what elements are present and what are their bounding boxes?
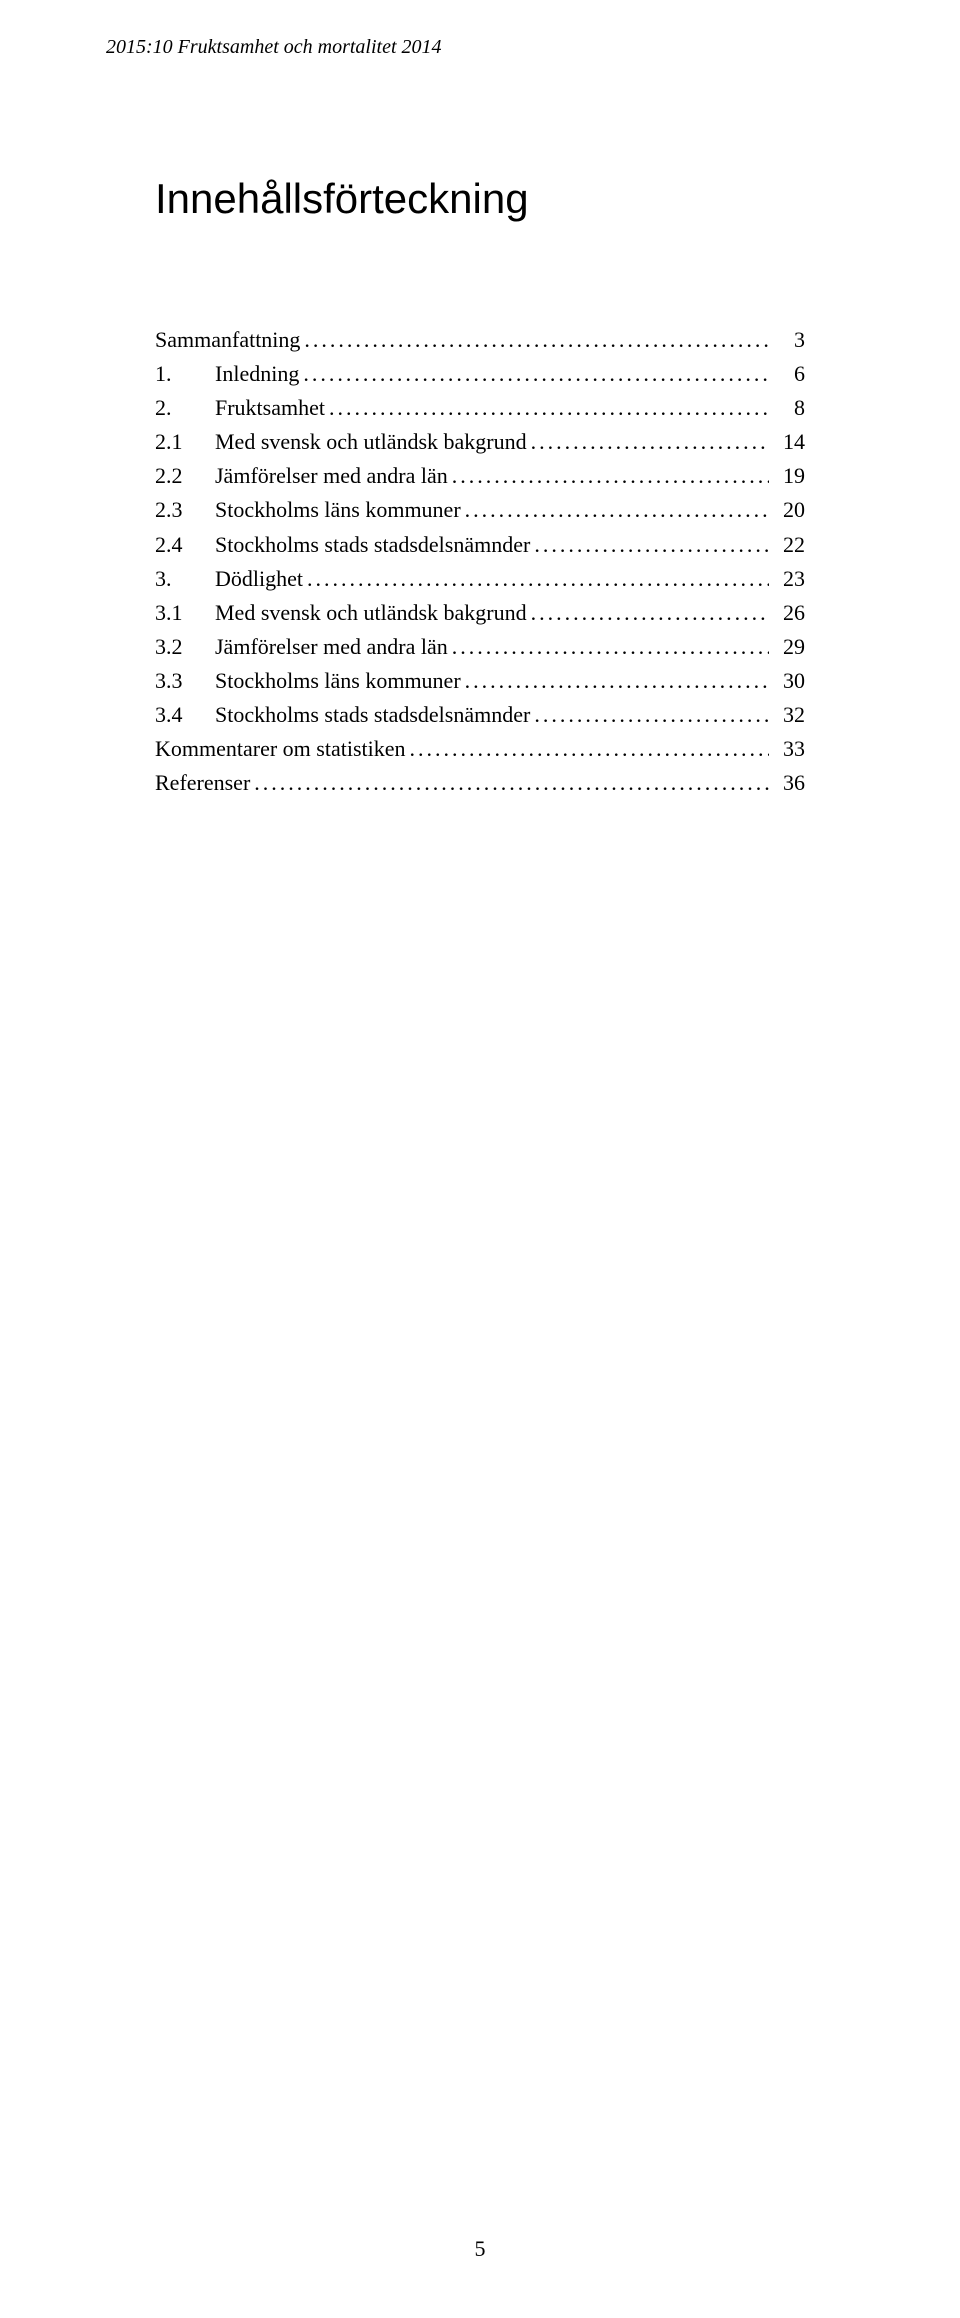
toc-entry-page: 29 xyxy=(769,630,805,664)
toc-entry-page: 8 xyxy=(769,391,805,425)
toc-leader-dots xyxy=(300,323,769,357)
toc-row: 3. Dödlighet 23 xyxy=(155,562,805,596)
toc-entry-page: 36 xyxy=(769,766,805,800)
toc-leader-dots xyxy=(527,596,769,630)
toc-entry-number: 2.1 xyxy=(155,425,215,459)
toc-entry-label: Med svensk och utländsk bakgrund xyxy=(215,596,527,630)
toc-entry-number: 3. xyxy=(155,562,215,596)
toc-leader-dots xyxy=(527,425,769,459)
toc-entry-label: Referenser xyxy=(155,766,250,800)
toc-entry-number: 2.3 xyxy=(155,493,215,527)
toc-row: 2. Fruktsamhet 8 xyxy=(155,391,805,425)
toc-row: 3.1 Med svensk och utländsk bakgrund 26 xyxy=(155,596,805,630)
toc-entry-page: 3 xyxy=(769,323,805,357)
toc-entry-label: Sammanfattning xyxy=(155,323,300,357)
toc-entry-page: 32 xyxy=(769,698,805,732)
toc-leader-dots xyxy=(530,698,769,732)
running-header: 2015:10 Fruktsamhet och mortalitet 2014 xyxy=(106,36,442,59)
toc-row: 2.3 Stockholms läns kommuner 20 xyxy=(155,493,805,527)
toc-entry-label: Jämförelser med andra län xyxy=(215,630,448,664)
toc-leader-dots xyxy=(448,630,769,664)
toc-entry-label: Kommentarer om statistiken xyxy=(155,732,406,766)
toc-leader-dots xyxy=(448,459,769,493)
toc-entry-page: 30 xyxy=(769,664,805,698)
content-area: Innehållsförteckning Sammanfattning 3 1.… xyxy=(155,175,805,800)
toc-entry-label: Stockholms läns kommuner xyxy=(215,493,461,527)
toc-row: 2.4 Stockholms stads stadsdelsnämnder 22 xyxy=(155,528,805,562)
toc-entry-page: 6 xyxy=(769,357,805,391)
toc-entry-page: 20 xyxy=(769,493,805,527)
toc-title: Innehållsförteckning xyxy=(155,175,805,223)
toc-row: 3.4 Stockholms stads stadsdelsnämnder 32 xyxy=(155,698,805,732)
toc-list: Sammanfattning 3 1. Inledning 6 2. Frukt… xyxy=(155,323,805,800)
toc-entry-number: 3.1 xyxy=(155,596,215,630)
toc-entry-page: 14 xyxy=(769,425,805,459)
toc-row: 2.1 Med svensk och utländsk bakgrund 14 xyxy=(155,425,805,459)
toc-leader-dots xyxy=(406,732,770,766)
toc-entry-label: Stockholms stads stadsdelsnämnder xyxy=(215,528,530,562)
toc-entry-label: Fruktsamhet xyxy=(215,391,325,425)
toc-entry-number: 2. xyxy=(155,391,215,425)
toc-leader-dots xyxy=(303,562,769,596)
toc-entry-number: 1. xyxy=(155,357,215,391)
toc-entry-page: 19 xyxy=(769,459,805,493)
toc-entry-label: Jämförelser med andra län xyxy=(215,459,448,493)
toc-entry-number: 2.4 xyxy=(155,528,215,562)
toc-leader-dots xyxy=(461,493,769,527)
toc-entry-page: 22 xyxy=(769,528,805,562)
toc-entry-page: 23 xyxy=(769,562,805,596)
toc-leader-dots xyxy=(325,391,769,425)
toc-entry-number: 2.2 xyxy=(155,459,215,493)
toc-entry-label: Med svensk och utländsk bakgrund xyxy=(215,425,527,459)
toc-row: 3.3 Stockholms läns kommuner 30 xyxy=(155,664,805,698)
toc-entry-label: Stockholms läns kommuner xyxy=(215,664,461,698)
toc-leader-dots xyxy=(250,766,769,800)
toc-entry-page: 33 xyxy=(769,732,805,766)
toc-entry-page: 26 xyxy=(769,596,805,630)
toc-entry-label: Dödlighet xyxy=(215,562,303,596)
toc-row: 3.2 Jämförelser med andra län 29 xyxy=(155,630,805,664)
toc-entry-number: 3.2 xyxy=(155,630,215,664)
toc-row: 2.2 Jämförelser med andra län 19 xyxy=(155,459,805,493)
toc-row: Sammanfattning 3 xyxy=(155,323,805,357)
toc-row: Kommentarer om statistiken 33 xyxy=(155,732,805,766)
toc-leader-dots xyxy=(530,528,769,562)
page-number: 5 xyxy=(0,2236,960,2262)
toc-entry-number: 3.3 xyxy=(155,664,215,698)
toc-leader-dots xyxy=(461,664,769,698)
toc-leader-dots xyxy=(299,357,769,391)
toc-entry-label: Inledning xyxy=(215,357,299,391)
toc-row: 1. Inledning 6 xyxy=(155,357,805,391)
toc-row: Referenser 36 xyxy=(155,766,805,800)
toc-entry-label: Stockholms stads stadsdelsnämnder xyxy=(215,698,530,732)
toc-entry-number: 3.4 xyxy=(155,698,215,732)
